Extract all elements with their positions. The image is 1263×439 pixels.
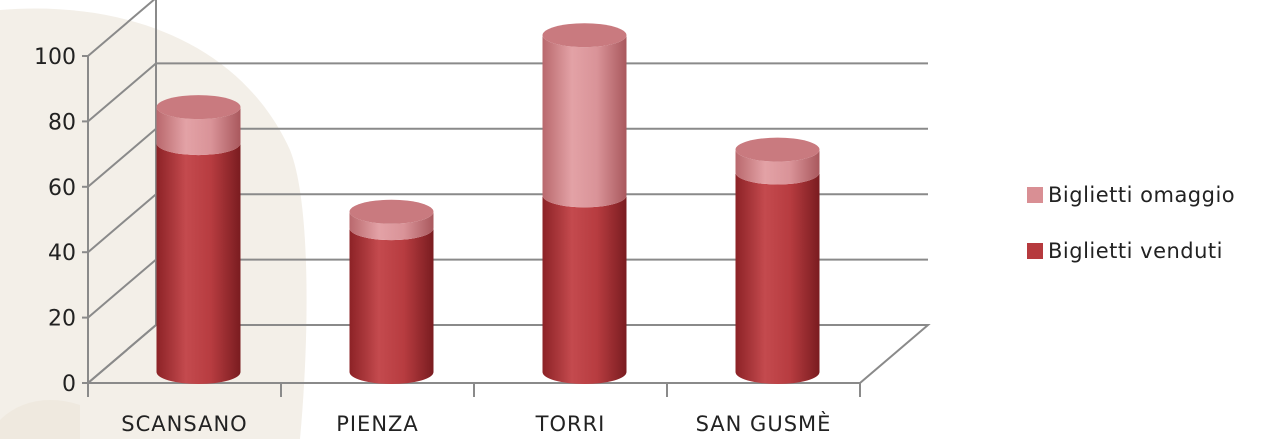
bars xyxy=(156,23,820,384)
bar-body xyxy=(542,195,627,384)
bar-body xyxy=(735,149,820,185)
y-tick-label: 40 xyxy=(48,241,76,266)
legend-label: Biglietti omaggio xyxy=(1048,183,1235,207)
bar-segment xyxy=(542,35,627,208)
y-tick-label: 0 xyxy=(62,372,76,397)
background-arc-lower xyxy=(0,400,80,439)
bar-body xyxy=(542,35,627,208)
bar-top-cap xyxy=(735,137,820,162)
bar-top-cap xyxy=(542,23,627,48)
gridline-side xyxy=(87,258,157,319)
bar-body xyxy=(349,211,434,241)
bar-top-cap xyxy=(349,199,434,224)
y-tick-label: 100 xyxy=(34,45,76,70)
bar-segment xyxy=(735,149,820,185)
bar-segment xyxy=(542,195,627,384)
y-axis: 0 20 40 60 80 100 xyxy=(34,45,88,397)
bar-segment xyxy=(735,172,820,384)
gridline-side xyxy=(87,0,156,57)
y-tick-label: 20 xyxy=(48,307,76,332)
legend-swatch xyxy=(1027,243,1043,259)
bar-segment xyxy=(349,228,434,384)
gridline-side xyxy=(87,324,157,384)
bar-segment xyxy=(349,211,434,241)
y-tick-label: 80 xyxy=(48,110,76,135)
x-tick-label: SCANSANO xyxy=(121,412,247,436)
x-tick-label: SAN GUSMÈ xyxy=(696,411,832,436)
bar-segment xyxy=(156,107,241,156)
legend-label: Biglietti venduti xyxy=(1048,239,1223,263)
bar-top-cap xyxy=(156,95,241,120)
bar-body xyxy=(735,172,820,384)
legend-swatch xyxy=(1027,187,1043,203)
bar-body xyxy=(156,143,241,384)
x-tick-label: PIENZA xyxy=(336,412,419,436)
x-tick-label: TORRI xyxy=(535,412,606,436)
bar-body xyxy=(156,107,241,156)
gridline-side xyxy=(87,128,157,188)
gridline-side xyxy=(87,62,157,123)
y-tick-label: 60 xyxy=(48,176,76,201)
gridline-side xyxy=(87,193,157,253)
x-axis: SCANSANO PIENZA TORRI SAN GUSMÈ xyxy=(87,383,861,436)
bar-segment xyxy=(156,143,241,384)
bar-body xyxy=(349,228,434,384)
legend: Biglietti omaggio Biglietti venduti xyxy=(1027,183,1235,263)
